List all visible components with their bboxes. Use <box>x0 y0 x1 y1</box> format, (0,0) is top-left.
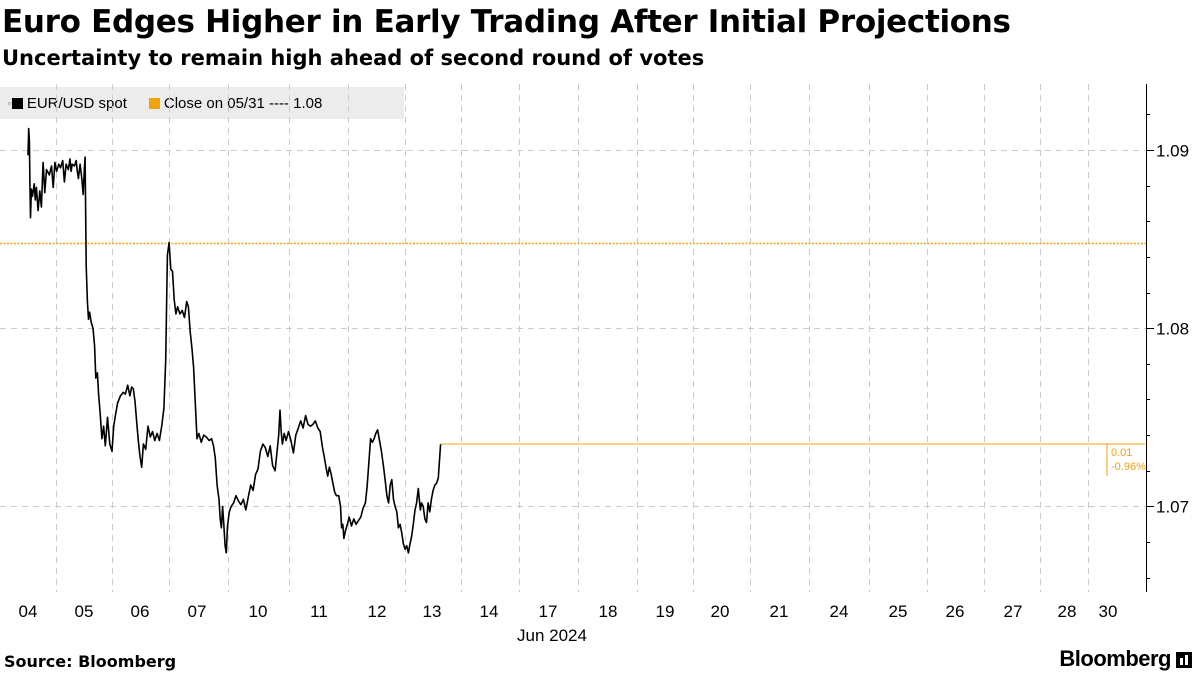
chart-title: Euro Edges Higher in Early Trading After… <box>2 4 1011 40</box>
x-tick-label: 07 <box>188 602 207 621</box>
x-tick-label: 10 <box>249 602 268 621</box>
chart-subtitle: Uncertainty to remain high ahead of seco… <box>2 46 705 70</box>
x-tick-label: 20 <box>711 602 730 621</box>
eurusd-series-line <box>27 127 442 554</box>
legend-swatch-close <box>148 97 160 109</box>
x-tick-label: 06 <box>131 602 150 621</box>
x-tick-label: 28 <box>1058 602 1077 621</box>
annotation-change: 0.01 <box>1111 447 1132 459</box>
y-tick-label: 1.08 <box>1156 320 1189 339</box>
x-tick-label: 11 <box>310 602 328 621</box>
x-tick-label: 12 <box>368 602 387 621</box>
x-tick-label: 17 <box>539 602 558 621</box>
x-tick-label: 24 <box>830 602 849 621</box>
brand-logo: Bloomberg <box>1059 646 1192 672</box>
x-tick-label: 13 <box>423 602 442 621</box>
x-sublabel: Jun 2024 <box>517 626 587 645</box>
legend-item-close: Close on 05/31 ---- 1.08 <box>148 94 323 112</box>
source-note: Source: Bloomberg <box>4 652 177 671</box>
x-tick-label: 18 <box>599 602 618 621</box>
x-tick-label: 21 <box>770 602 789 621</box>
x-tick-label: 30 <box>1099 602 1118 621</box>
x-tick-label: 04 <box>19 602 38 621</box>
x-tick-label: 26 <box>946 602 965 621</box>
legend-marker-icon: ▫ <box>8 98 11 108</box>
chart-legend: ▫ EUR/USD spot Close on 05/31 ---- 1.08 <box>0 87 404 119</box>
legend-label-series: EUR/USD spot <box>26 94 127 112</box>
x-tick-label: 27 <box>1004 602 1023 621</box>
y-tick-label: 1.09 <box>1156 142 1189 161</box>
legend-label-close: Close on 05/31 ---- 1.08 <box>163 94 323 112</box>
bloomberg-icon <box>1176 652 1192 668</box>
x-tick-label: 05 <box>75 602 94 621</box>
y-tick-label: 1.07 <box>1156 498 1189 517</box>
x-tick-label: 14 <box>480 602 499 621</box>
legend-swatch-series <box>11 97 23 109</box>
x-tick-label: 25 <box>889 602 908 621</box>
annotation-pct: -0.96% <box>1111 461 1146 473</box>
legend-item-series: ▫ EUR/USD spot <box>8 95 127 112</box>
x-tick-label: 19 <box>656 602 675 621</box>
